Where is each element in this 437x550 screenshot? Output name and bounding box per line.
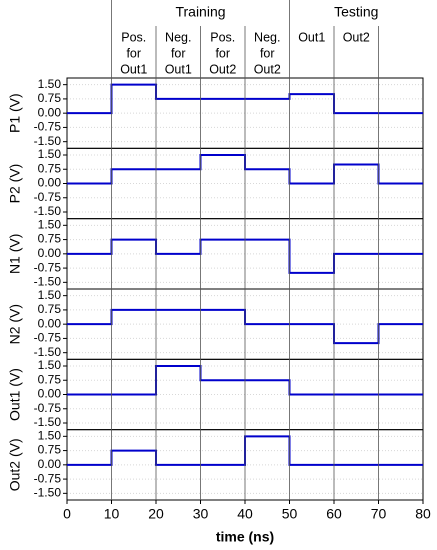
y-tick-label: -0.75 [34, 190, 62, 204]
column-label: Neg. [254, 30, 280, 44]
column-label: Out2 [209, 62, 236, 76]
column-label: for [126, 46, 141, 60]
y-tick-label: 1.50 [38, 77, 62, 91]
x-tick-label: 80 [415, 506, 431, 522]
column-label: Pos. [210, 30, 235, 44]
column-label: for [215, 46, 230, 60]
y-tick-label: 1.50 [38, 147, 62, 161]
column-label: for [260, 46, 275, 60]
y-tick-label: -1.50 [34, 134, 62, 148]
x-tick-label: 40 [237, 506, 253, 522]
group-label: Training [175, 4, 225, 20]
y-tick-label: 0.00 [38, 316, 62, 330]
y-axis-label: N2 (V) [7, 304, 23, 344]
x-axis-label: time (ns) [216, 529, 274, 545]
y-tick-label: -0.75 [34, 260, 62, 274]
column-label: Out2 [343, 30, 370, 44]
y-tick-label: 0.00 [38, 105, 62, 119]
column-label: for [171, 46, 186, 60]
y-tick-label: 1.50 [38, 428, 62, 442]
y-tick-label: 0.00 [38, 457, 62, 471]
x-tick-label: 10 [104, 506, 120, 522]
y-tick-label: -0.75 [34, 120, 62, 134]
column-label: Out2 [254, 62, 281, 76]
y-tick-label: -0.75 [34, 331, 62, 345]
y-tick-label: 0.00 [38, 246, 62, 260]
y-axis-label: Out1 (V) [7, 368, 23, 421]
y-tick-label: 1.50 [38, 358, 62, 372]
y-axis-label: P1 (V) [7, 93, 23, 133]
column-label: Pos. [121, 30, 146, 44]
y-tick-label: 0.00 [38, 387, 62, 401]
y-tick-label: -1.50 [34, 486, 62, 500]
step-line [67, 364, 423, 396]
y-tick-label: 1.50 [38, 288, 62, 302]
y-tick-label: -1.50 [34, 275, 62, 289]
y-axis-label: N1 (V) [7, 234, 23, 274]
x-tick-label: 70 [371, 506, 387, 522]
y-tick-label: 0.75 [38, 161, 62, 175]
y-tick-label: -1.50 [34, 345, 62, 359]
y-tick-label: 0.00 [38, 176, 62, 190]
y-tick-label: -0.75 [34, 471, 62, 485]
x-tick-label: 50 [282, 506, 298, 522]
y-tick-label: 1.50 [38, 217, 62, 231]
y-tick-label: 0.75 [38, 443, 62, 457]
y-tick-label: -0.75 [34, 401, 62, 415]
column-label: Neg. [165, 30, 191, 44]
y-tick-label: 0.75 [38, 372, 62, 386]
y-tick-label: -1.50 [34, 415, 62, 429]
x-tick-label: 30 [193, 506, 209, 522]
y-tick-label: 0.75 [38, 91, 62, 105]
y-tick-label: -1.50 [34, 204, 62, 218]
group-label: Testing [334, 4, 378, 20]
x-tick-label: 0 [63, 506, 71, 522]
column-label: Out1 [298, 30, 325, 44]
x-tick-label: 60 [326, 506, 342, 522]
x-tick-label: 20 [148, 506, 164, 522]
column-label: Out1 [165, 62, 192, 76]
y-axis-label: P2 (V) [7, 164, 23, 204]
y-axis-label: Out2 (V) [7, 438, 23, 491]
y-tick-label: 0.75 [38, 302, 62, 316]
y-tick-label: 0.75 [38, 232, 62, 246]
column-label: Out1 [120, 62, 147, 76]
